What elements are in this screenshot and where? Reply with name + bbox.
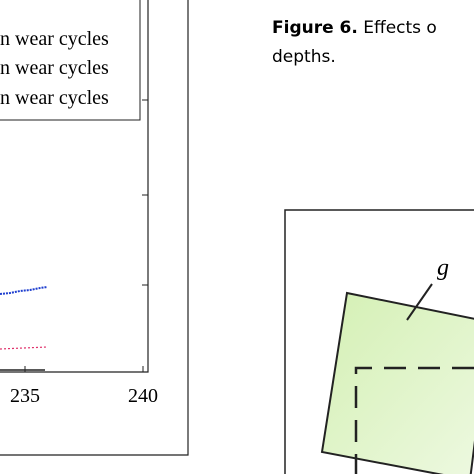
caption-label: Figure 6. — [272, 18, 358, 38]
caption-text: Effects o — [363, 18, 437, 38]
caption-line: Figure 6. Effects o — [272, 18, 437, 38]
plate — [320, 291, 474, 474]
legend-entry: n wear cycles — [0, 28, 109, 50]
blue-curve — [0, 286, 48, 295]
figure-frame — [0, 0, 189, 456]
legend-entry: n wear cycles — [0, 87, 109, 109]
plot-axes — [0, 0, 149, 373]
dashed-outline — [354, 366, 474, 474]
legend-box — [0, 0, 141, 121]
x-tick-label: 240 — [128, 385, 158, 407]
legend-entry: n wear cycles — [0, 57, 109, 79]
red-curve — [0, 346, 48, 350]
diagram-label: g — [437, 255, 449, 281]
x-tick-label: 235 — [10, 385, 40, 407]
leader-line — [406, 283, 433, 321]
caption-line: depths. — [272, 47, 336, 67]
diagram-frame — [284, 209, 474, 474]
axis-ticks — [24, 99, 148, 372]
